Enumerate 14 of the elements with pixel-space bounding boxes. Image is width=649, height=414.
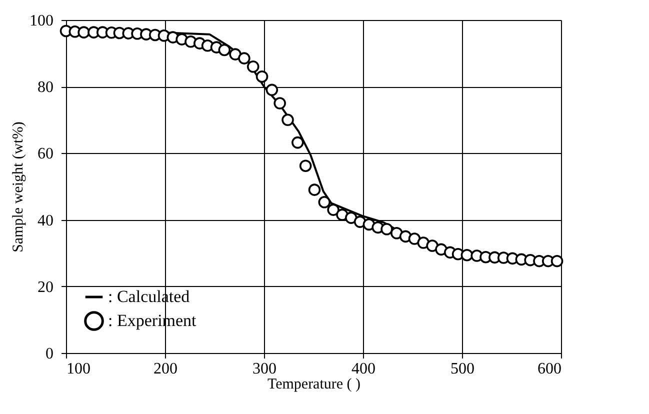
y-tick-label: 80 bbox=[38, 79, 54, 96]
y-axis-title: Sample weight (wt%) bbox=[10, 122, 26, 252]
x-tick-label: 200 bbox=[154, 360, 178, 378]
x-tick-label: 300 bbox=[252, 360, 276, 378]
y-tick-label: 40 bbox=[38, 212, 54, 230]
x-tick-label: 500 bbox=[450, 360, 474, 378]
x-tick-label: 600 bbox=[538, 360, 562, 378]
x-axis-title: Temperature ( ) bbox=[267, 376, 361, 392]
y-tick-label: 0 bbox=[46, 346, 54, 362]
y-tick-label: 100 bbox=[30, 12, 54, 30]
x-tick-label: 400 bbox=[352, 360, 376, 378]
y-tick-label: 20 bbox=[38, 278, 54, 296]
y-tick-label: 60 bbox=[38, 146, 54, 163]
x-tick-label: 100 bbox=[66, 360, 90, 378]
